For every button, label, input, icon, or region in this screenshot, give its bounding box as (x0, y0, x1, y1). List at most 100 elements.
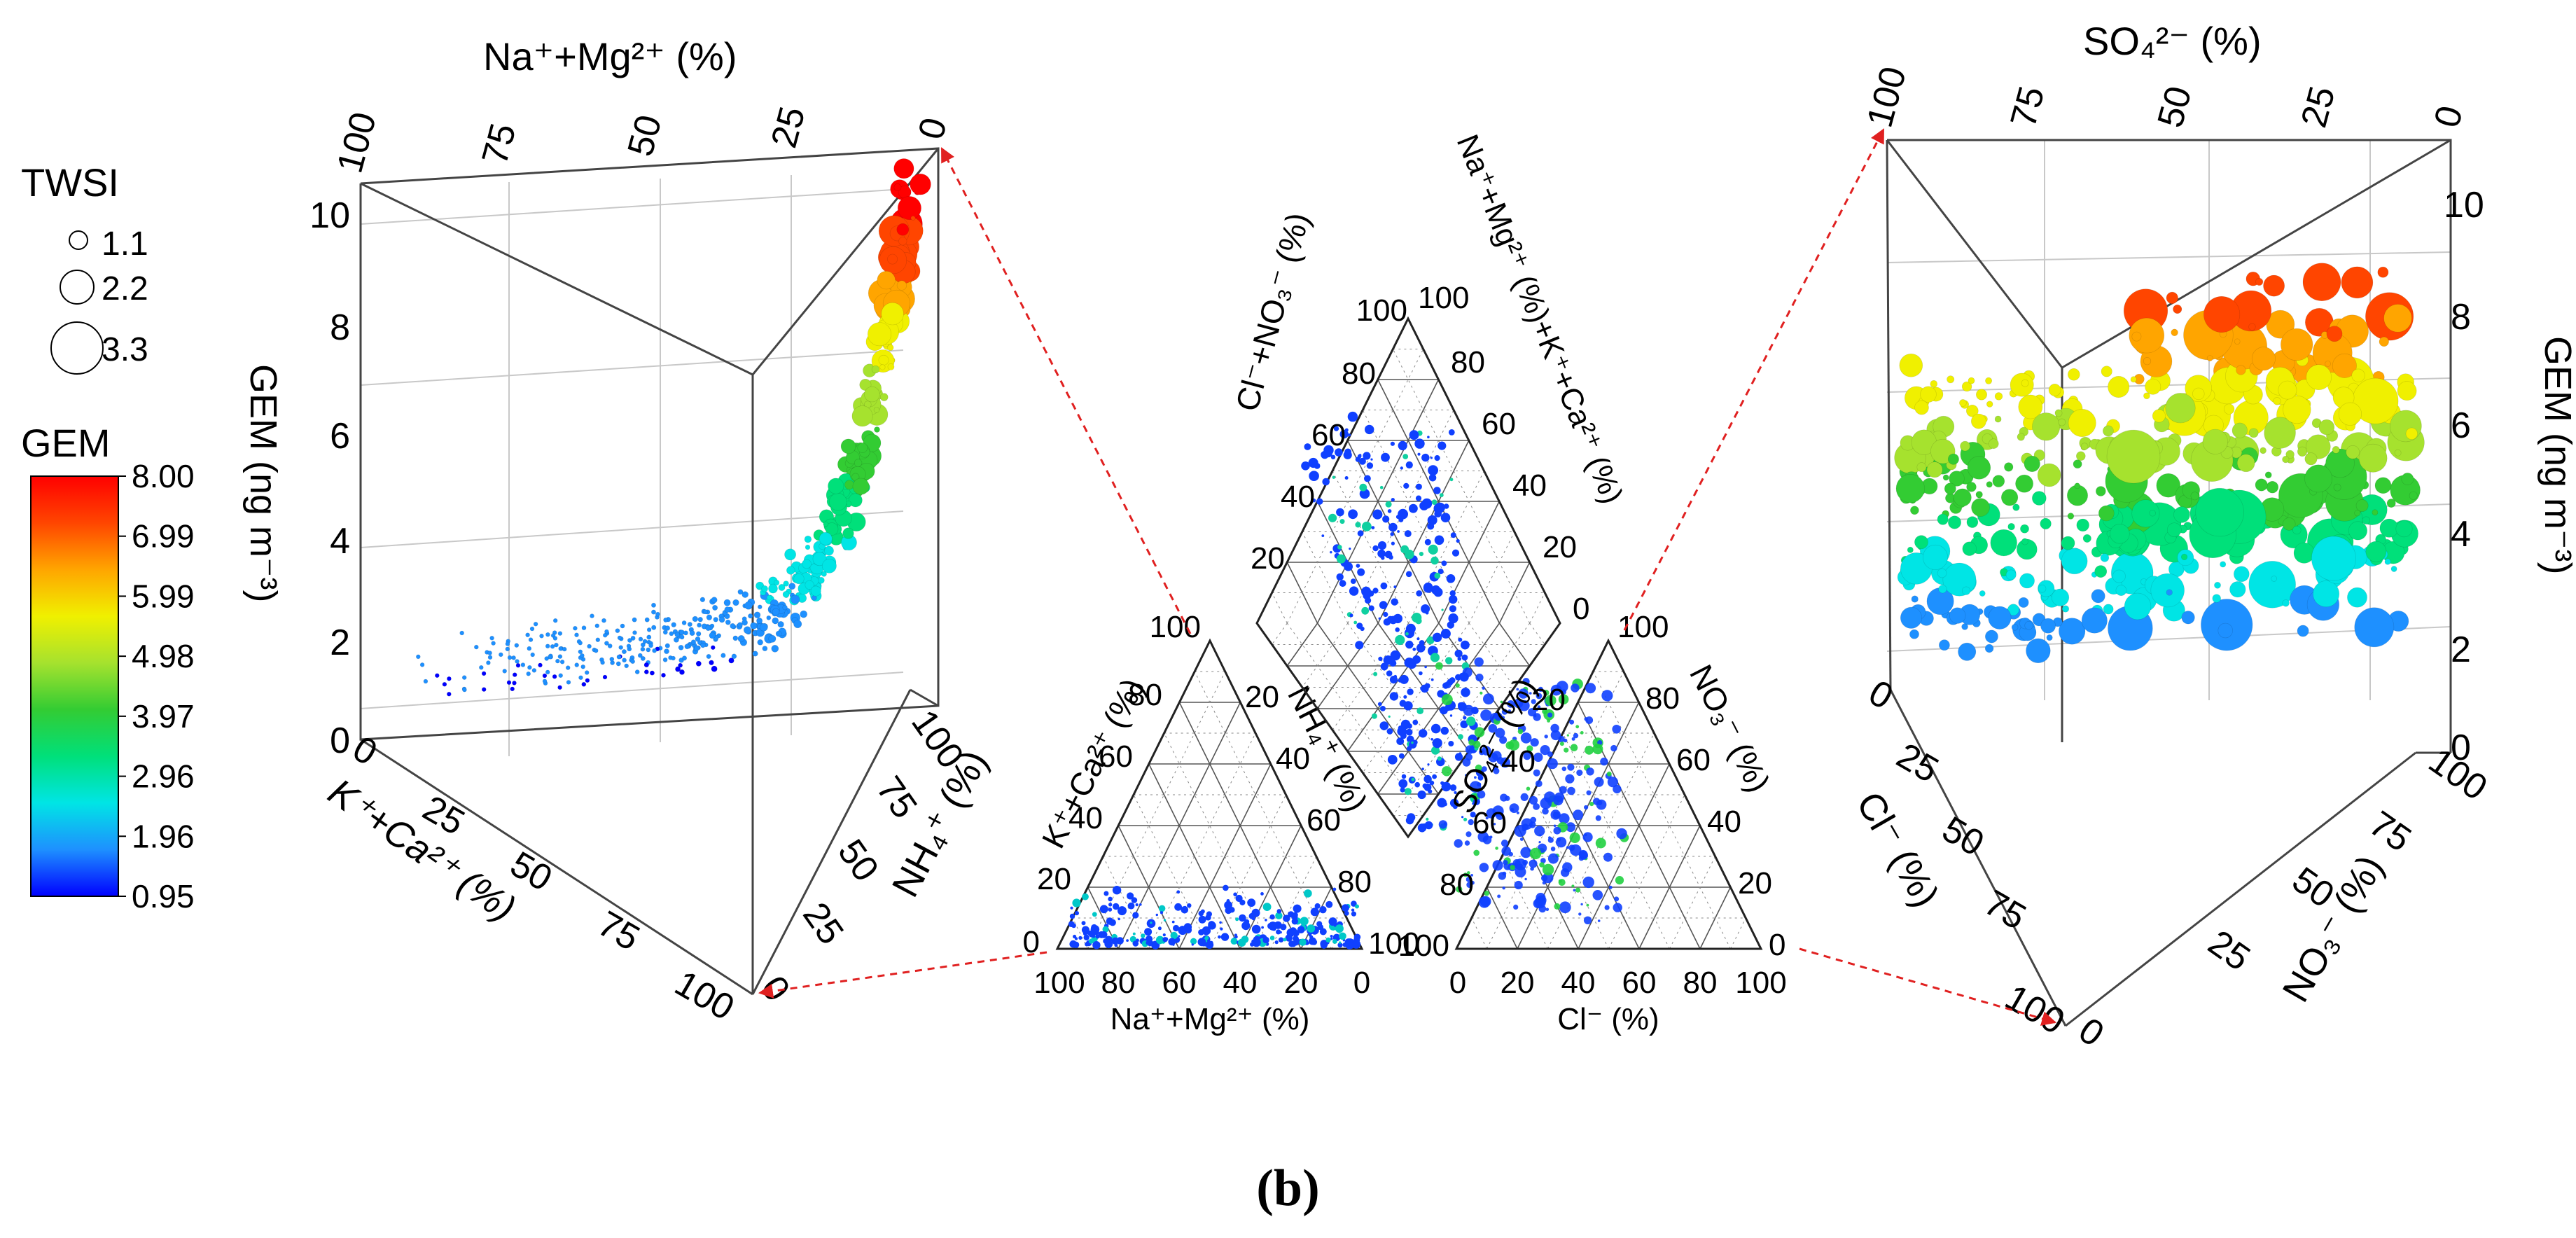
diamond-point (1450, 532, 1456, 538)
right-3d-point (2214, 581, 2221, 589)
anion-ternary-point (1518, 688, 1529, 699)
right-3d-point (2082, 534, 2091, 543)
left-3d-point (616, 654, 622, 660)
right-3d-point (2326, 326, 2343, 342)
right-3d-point (1953, 488, 1972, 507)
cation-ternary-point (1339, 932, 1346, 940)
anion-ternary-point (1576, 770, 1583, 777)
left-3d-point (697, 623, 702, 628)
cation-ternary-point (1239, 914, 1246, 922)
left-3d-top-axis-label: Na⁺+Mg²⁺ (%) (483, 34, 737, 78)
cation-ternary-point (1338, 941, 1342, 944)
gem-colorbar (30, 475, 119, 897)
cation-ternary-point (1332, 939, 1337, 944)
cation-ternary-point (1118, 939, 1123, 944)
cation-ternary-point (1190, 938, 1197, 945)
cation-ternary-point (1276, 929, 1281, 935)
diamond-point (1372, 545, 1379, 552)
diamond-point (1380, 706, 1386, 711)
right-3d-point (2166, 291, 2178, 305)
anion-ternary-point (1597, 919, 1601, 922)
left-3d-point (552, 618, 558, 623)
anion-ternary-point (1580, 903, 1583, 906)
cation-bottom-tick: 0 (1353, 966, 1370, 1000)
anion-ternary-point (1558, 694, 1569, 704)
right-3d-point (1968, 377, 1975, 384)
cation-ternary-point (1141, 933, 1146, 938)
left-3d-point (640, 646, 646, 652)
right-3d-point (2149, 510, 2156, 517)
right-3d-point (1938, 585, 1947, 594)
right-3d-point (2001, 489, 2019, 506)
cation-ternary-point (1330, 938, 1333, 940)
anion-ternary-point (1571, 683, 1580, 693)
diamond-grid-line (1332, 471, 1409, 624)
cation-grid-line (1118, 702, 1241, 950)
right-3d-point (1984, 630, 1998, 644)
diamond-point (1414, 781, 1420, 788)
anion-ternary-point (1550, 847, 1556, 851)
diamond-point (1434, 572, 1441, 579)
right-3d-point (2012, 503, 2020, 511)
left-3d-point (578, 640, 583, 646)
cation-left-ticks: 0 20 40 60 80 100 (1023, 610, 1201, 959)
right-3d-point (1966, 516, 1979, 528)
figure-caption: (b) (1256, 1160, 1320, 1217)
diamond-point (1415, 618, 1422, 625)
twsi-size-small-marker (69, 230, 88, 250)
diamond-grid-line (1529, 592, 1545, 624)
right-3d-point (2409, 491, 2418, 500)
left-3d-point (512, 681, 517, 686)
diamond-point (1398, 508, 1408, 520)
left-3d-point (868, 322, 892, 347)
right-3d-point (2068, 368, 2080, 381)
diamond-point (1414, 438, 1425, 449)
anion-bottom-tick: 60 (1622, 966, 1657, 1000)
anion-ternary-point (1484, 891, 1489, 896)
right-3d-point (2020, 524, 2029, 534)
left-3d-point (805, 544, 811, 550)
right-3d-point (2130, 376, 2137, 383)
left-3d-point (896, 280, 907, 291)
arrow-to-left-3d-top (940, 147, 1192, 634)
diamond-point (1419, 671, 1423, 676)
anion-left-tick: 40 (1501, 744, 1536, 779)
right-3d-right-axis-label: NO₃⁻ (%) (2274, 848, 2391, 1009)
cation-ternary-point (1314, 903, 1321, 909)
diamond-point (1390, 441, 1395, 446)
cation-ternary-point (1114, 943, 1118, 947)
cation-ternary-point (1155, 936, 1164, 945)
left-3d-point (706, 653, 711, 659)
left-3d-point (757, 639, 763, 646)
left-3d-point (646, 634, 652, 640)
cation-ternary-point (1310, 907, 1319, 917)
anion-ternary-point (1479, 863, 1489, 872)
anion-ternary-point (1561, 766, 1567, 772)
cation-ternary-point (1136, 938, 1139, 943)
anion-ternary-point (1519, 837, 1524, 841)
diamond-point (1437, 756, 1442, 761)
right-3d-point (1971, 498, 1990, 517)
diamond-point (1407, 813, 1416, 822)
anion-grid-line (1730, 917, 1746, 950)
right-3d-left-axis-label: Cl⁻ (%) (1849, 785, 1947, 914)
anion-ternary-point (1550, 723, 1559, 733)
diamond-point (1449, 677, 1456, 683)
anion-grid-line (1578, 763, 1670, 950)
diamond-point (1458, 734, 1463, 740)
right-3d-point (1994, 392, 2003, 401)
cation-ternary-point (1304, 889, 1312, 898)
left-3d-point (627, 638, 632, 643)
right-3d-point (2386, 499, 2396, 508)
anion-ternary-point (1495, 728, 1505, 738)
right-3d-point (2173, 506, 2190, 523)
anion-ternary-point (1569, 719, 1575, 725)
anion-ternary-point (1542, 863, 1554, 876)
diamond-point (1440, 513, 1451, 522)
diamond-grid-line (1498, 623, 1531, 667)
left-3d-point (851, 405, 873, 427)
right-3d-point (1916, 462, 1927, 473)
diamond-point (1386, 670, 1393, 676)
left-3d-right-tick: 25 (795, 896, 851, 952)
twsi-size-small-label: 1.1 (102, 225, 148, 263)
